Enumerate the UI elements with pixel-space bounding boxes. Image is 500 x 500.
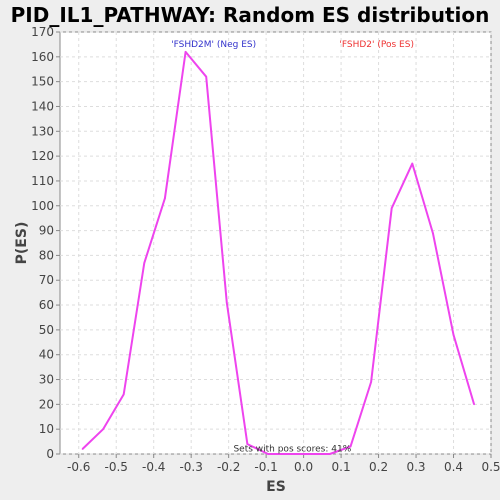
y-tick-label: 80: [39, 248, 54, 262]
x-tick-label: 0.2: [369, 460, 388, 474]
y-tick-label: 40: [39, 348, 54, 362]
x-axis-ticks: -0.6 -0.5 -0.4 -0.3 -0.2 -0.1 0.0 0.1 0.2 0.3 0.4 0…: [67, 454, 500, 474]
x-tick-label: -0.1: [254, 460, 277, 474]
y-tick-label: 0: [46, 447, 54, 461]
data-point: [308, 453, 311, 455]
y-tick-label: 30: [39, 373, 54, 387]
data-point: [287, 453, 290, 455]
data-point: [81, 448, 84, 450]
data-point: [246, 443, 249, 445]
y-tick-label: 110: [31, 174, 54, 188]
data-point: [225, 301, 228, 304]
data-point: [102, 428, 104, 430]
data-point: [349, 445, 352, 448]
y-tick-label: 100: [31, 199, 54, 213]
y-tick-label: 20: [39, 397, 54, 411]
y-tick-label: 150: [31, 75, 54, 89]
y-tick-label: 50: [39, 323, 54, 337]
annotation-label: 'FSHD2' (Pos ES): [339, 40, 414, 50]
x-tick-label: -0.6: [67, 460, 90, 474]
x-tick-label: -0.4: [142, 460, 165, 474]
y-tick-label: 170: [31, 25, 54, 39]
x-tick-label: -0.3: [179, 460, 202, 474]
data-point: [432, 232, 434, 234]
chart-title: PID_IL1_PATHWAY: Random ES distribution: [11, 3, 490, 27]
data-point: [370, 381, 372, 383]
x-tick-label: -0.2: [217, 460, 240, 474]
series-lines: [81, 50, 476, 455]
data-point: [329, 453, 331, 455]
data-point: [452, 334, 455, 336]
x-tick-label: 0.5: [481, 460, 500, 474]
grid-lines: [60, 31, 492, 455]
data-point: [164, 197, 166, 200]
y-tick-label: 70: [39, 273, 54, 287]
y-tick-label: 10: [39, 422, 54, 436]
data-point: [390, 207, 393, 210]
data-point: [411, 162, 414, 165]
x-tick-label: 0.3: [406, 460, 425, 474]
y-tick-label: 120: [31, 149, 54, 163]
plot-area: [59, 31, 492, 455]
x-tick-label: 0.1: [332, 460, 351, 474]
y-axis-ticks: 0 10 20 30 40 50 60 70 80 90 100 110 120 130 140 150 160…: [31, 25, 60, 461]
series-line: [81, 50, 476, 455]
x-tick-label: 0.4: [444, 460, 463, 474]
x-tick-label: 0.0: [294, 460, 313, 474]
annotation-label: Sets with pos scores: 41%: [233, 445, 351, 455]
data-point: [205, 75, 207, 78]
x-tick-label: -0.5: [105, 460, 128, 474]
y-tick-label: 90: [39, 224, 54, 238]
y-tick-label: 130: [31, 124, 54, 138]
annotation-label: 'FSHD2M' (Neg ES): [171, 40, 256, 50]
y-tick-label: 160: [31, 50, 54, 64]
y-axis-label: P(ES): [14, 222, 30, 265]
data-point: [143, 262, 146, 264]
y-tick-label: 140: [31, 99, 54, 113]
data-point: [473, 403, 475, 406]
x-axis-label: ES: [266, 479, 286, 495]
annotations: 'FSHD2M' (Neg ES) 'FSHD2' (Pos ES) Sets wi…: [171, 40, 414, 455]
data-point: [184, 51, 187, 53]
data-point: [267, 453, 269, 455]
y-tick-label: 60: [39, 298, 54, 312]
data-point: [122, 393, 125, 396]
